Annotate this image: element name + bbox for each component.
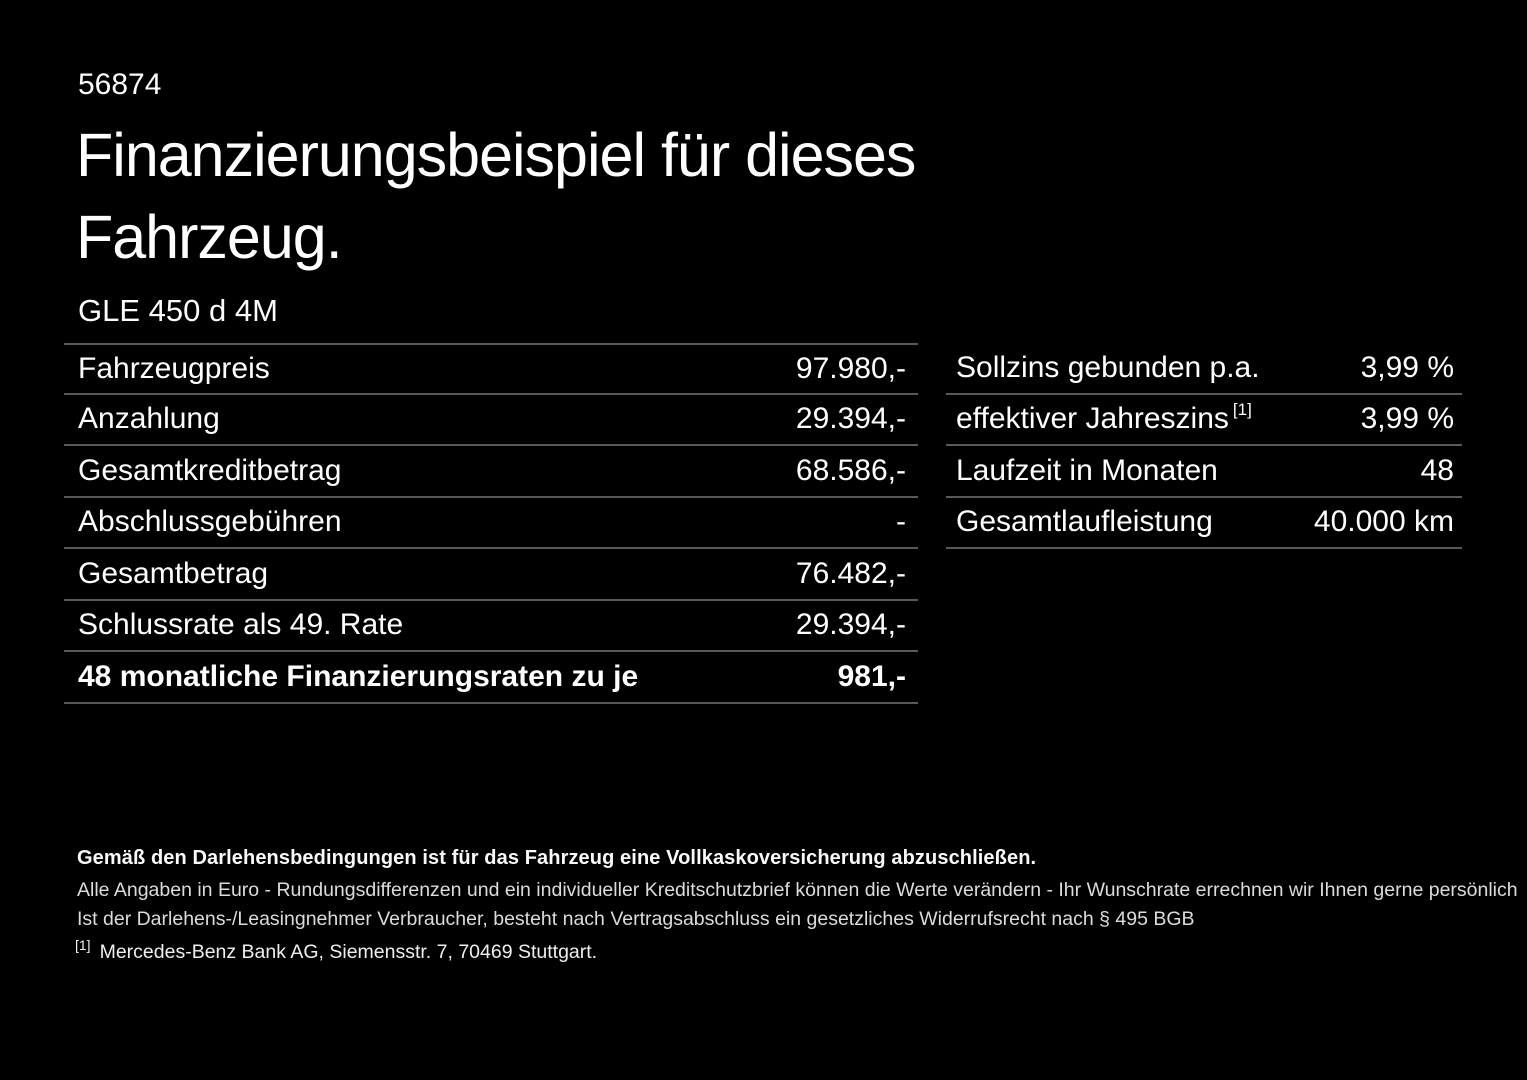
row-label: effektiver Jahreszins [1]: [956, 400, 1252, 436]
footnote-marker: [1]: [1232, 400, 1252, 420]
row-label: Gesamtlaufleistung: [956, 505, 1213, 539]
table-row-sollzins: Sollzins gebunden p.a. 3,99 %: [946, 343, 1462, 395]
table-row-monatsrate: 48 monatliche Finanzierungsraten zu je 9…: [64, 652, 918, 704]
page-title: Finanzierungsbeispiel für dieses Fahrzeu…: [76, 114, 916, 278]
row-value: 76.482,-: [795, 556, 906, 590]
financing-table: Fahrzeugpreis 97.980,- Anzahlung 29.394,…: [64, 343, 918, 704]
page-title-line1: Finanzierungsbeispiel für dieses: [76, 121, 916, 189]
row-value: 40.000 km: [1313, 505, 1454, 539]
table-row-effektiver-jahreszins: effektiver Jahreszins [1] 3,99 %: [946, 395, 1462, 446]
row-label: Sollzins gebunden p.a.: [956, 350, 1260, 384]
row-label: Abschlussgebühren: [78, 505, 342, 539]
table-row-gesamtlaufleistung: Gesamtlaufleistung 40.000 km: [946, 498, 1462, 549]
disclaimer-euro-note: Alle Angaben in Euro - Rundungsdifferenz…: [77, 879, 1518, 901]
row-value: 97.980,-: [795, 351, 906, 385]
page-title-line2: Fahrzeug.: [76, 203, 343, 271]
row-label-text: effektiver Jahreszins: [956, 402, 1229, 436]
row-value: 981,-: [837, 659, 906, 693]
table-row-schlussrate: Schlussrate als 49. Rate 29.394,-: [64, 601, 918, 652]
table-row-abschlussgebuehren: Abschlussgebühren -: [64, 498, 918, 549]
row-label: Gesamtbetrag: [78, 556, 269, 590]
disclaimer-insurance-note: Gemäß den Darlehensbedingungen ist für d…: [77, 847, 1037, 869]
row-value: 68.586,-: [795, 453, 906, 487]
row-label: Laufzeit in Monaten: [956, 453, 1218, 487]
row-label: 48 monatliche Finanzierungsraten zu je: [78, 659, 639, 693]
conditions-table: Sollzins gebunden p.a. 3,99 % effektiver…: [946, 343, 1462, 549]
row-value: 29.394,-: [795, 608, 906, 642]
table-row-laufzeit: Laufzeit in Monaten 48: [946, 446, 1462, 498]
footnote-text: Mercedes-Benz Bank AG, Siemensstr. 7, 70…: [99, 941, 598, 963]
table-row-anzahlung: Anzahlung 29.394,-: [64, 395, 918, 446]
table-row-gesamtkreditbetrag: Gesamtkreditbetrag 68.586,-: [64, 446, 918, 498]
row-value: 3,99 %: [1360, 402, 1454, 436]
row-label: Anzahlung: [78, 402, 220, 436]
table-row-gesamtbetrag: Gesamtbetrag 76.482,-: [64, 549, 918, 601]
table-row-fahrzeugpreis: Fahrzeugpreis 97.980,-: [64, 343, 918, 395]
footnote-bank-address: [1] Mercedes-Benz Bank AG, Siemensstr. 7,…: [75, 938, 598, 964]
row-value: 29.394,-: [795, 402, 906, 436]
row-value: 48: [1420, 453, 1454, 487]
stock-number: 56874: [78, 68, 162, 101]
disclaimer-withdrawal-note: Ist der Darlehens-/Leasingnehmer Verbrau…: [77, 908, 1195, 930]
row-label: Gesamtkreditbetrag: [78, 453, 342, 487]
row-value: -: [896, 505, 906, 539]
vehicle-model: GLE 450 d 4M: [78, 293, 278, 328]
row-label: Fahrzeugpreis: [78, 351, 270, 385]
row-value: 3,99 %: [1360, 350, 1454, 384]
row-label: Schlussrate als 49. Rate: [78, 608, 404, 642]
footnote-marker: [1]: [75, 936, 91, 953]
